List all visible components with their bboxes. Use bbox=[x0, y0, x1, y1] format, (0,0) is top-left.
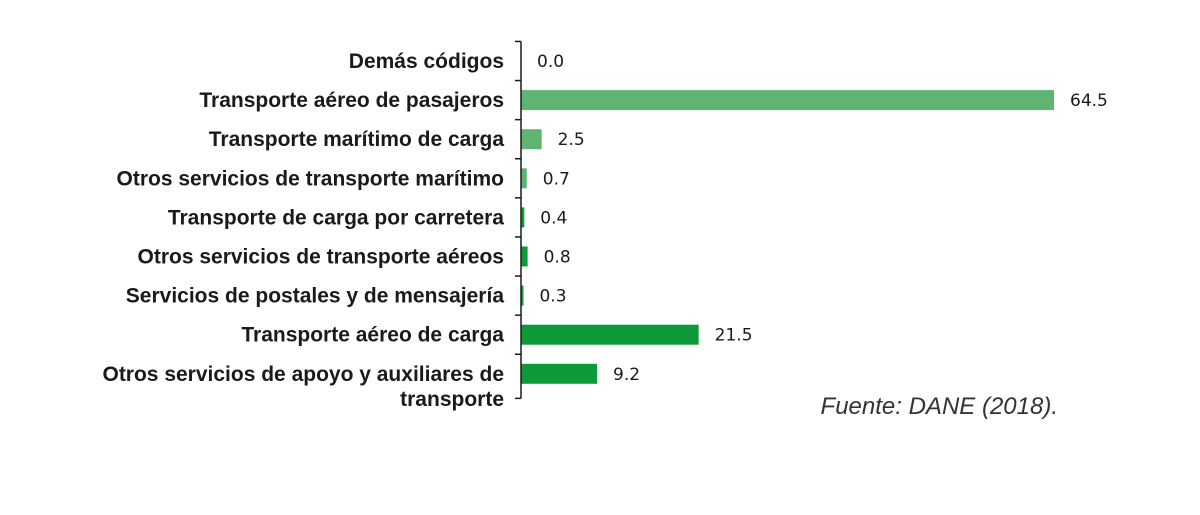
category-labels: Demás códigos Transporte aéreo de pasajer… bbox=[102, 50, 504, 411]
category-label-line: Transporte marítimo de carga bbox=[209, 128, 505, 151]
category-label: Otros servicios de transporte aéreos bbox=[138, 246, 505, 269]
category-label-line: Otros servicios de transporte aéreos bbox=[138, 246, 505, 269]
category-label-line: Transporte aéreo de carga bbox=[241, 324, 504, 347]
bar bbox=[521, 207, 525, 228]
value-label: 2.5 bbox=[558, 130, 585, 150]
category-label: Transporte aéreo de pasajeros bbox=[199, 89, 504, 112]
bar bbox=[521, 168, 527, 189]
value-label: 0.7 bbox=[543, 169, 570, 189]
category-label: Transporte marítimo de carga bbox=[209, 128, 505, 151]
value-label: 64.5 bbox=[1070, 91, 1108, 111]
category-label-line: Servicios de postales y de mensajería bbox=[126, 285, 505, 308]
category-label: Demás códigos bbox=[349, 50, 504, 73]
y-axis bbox=[515, 40, 522, 400]
bars bbox=[521, 90, 1054, 384]
bar bbox=[521, 324, 699, 345]
category-label: Transporte de carga por carretera bbox=[168, 206, 504, 229]
bar bbox=[521, 363, 598, 384]
source-note: Fuente: DANE (2018). bbox=[821, 393, 1058, 420]
value-label: 0.4 bbox=[540, 208, 567, 228]
category-label-line: transporte bbox=[400, 388, 504, 411]
value-labels: 0.0 64.5 2.5 0.7 0.4 0.8 0.3 21.5 9.2 bbox=[537, 52, 1108, 385]
category-label-line: Transporte de carga por carretera bbox=[168, 206, 504, 229]
value-label: 0.8 bbox=[544, 248, 571, 268]
category-label-line: Otros servicios de transporte marítimo bbox=[117, 167, 504, 190]
value-label: 9.2 bbox=[613, 365, 640, 385]
value-label: 0.0 bbox=[537, 52, 564, 72]
bar bbox=[521, 129, 542, 150]
bar bbox=[521, 90, 1054, 111]
category-label: Servicios de postales y de mensajería bbox=[126, 285, 505, 308]
category-label: Otros servicios de transporte marítimo bbox=[117, 167, 504, 190]
category-label-line: Otros servicios de apoyo y auxiliares de bbox=[102, 363, 504, 386]
value-label: 0.3 bbox=[539, 287, 566, 307]
bar bbox=[521, 246, 528, 267]
category-label-line: Demás códigos bbox=[349, 50, 504, 73]
category-label: Transporte aéreo de carga bbox=[241, 324, 504, 347]
category-label: Otros servicios de apoyo y auxiliares de… bbox=[102, 363, 504, 411]
category-label-line: Transporte aéreo de pasajeros bbox=[199, 89, 504, 112]
value-label: 21.5 bbox=[715, 326, 753, 346]
bar bbox=[521, 285, 524, 306]
